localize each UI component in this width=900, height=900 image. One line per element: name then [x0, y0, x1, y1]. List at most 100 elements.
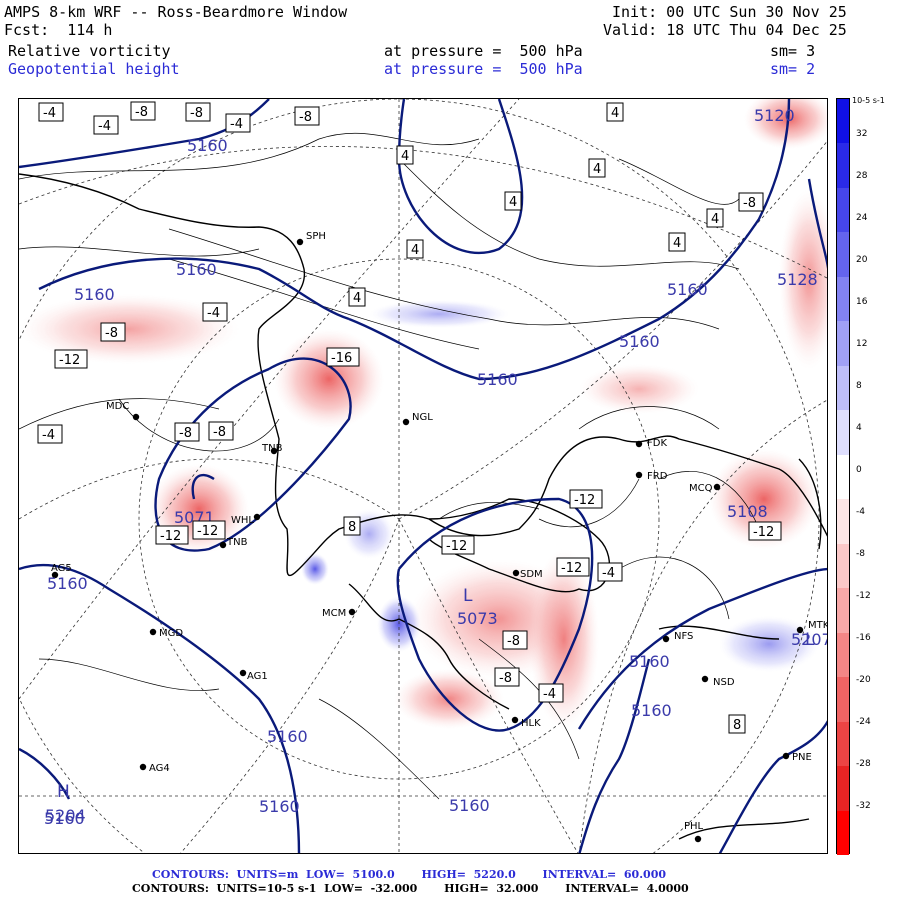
station-dot: [635, 440, 643, 448]
vorticity-label: -4: [98, 119, 111, 134]
station-label: MGD: [159, 628, 183, 639]
height-label: 5160: [267, 727, 308, 746]
height-label: 5160: [619, 332, 660, 351]
vorticity-label: 4: [509, 195, 517, 210]
vorticity-label-box: [728, 714, 746, 734]
height-label: 5160: [187, 136, 228, 155]
colorbar-tick: 4: [856, 423, 862, 433]
pressure-center-marker: L: [805, 630, 815, 650]
station-dot: [253, 513, 261, 521]
station-dot: [635, 471, 643, 479]
colorbar-tick: 24: [856, 213, 868, 223]
map-title: AMPS 8-km WRF -- Ross-Beardmore Window: [4, 3, 348, 21]
colorbar-segment: [837, 99, 849, 144]
vorticity-label: -4: [207, 306, 220, 321]
vorticity-label: -8: [499, 671, 512, 686]
height-label: 5160: [631, 701, 672, 720]
valid-time: Valid: 18 UTC Thu 04 Dec 25: [603, 21, 847, 39]
vorticity-label-box: [396, 145, 414, 165]
pressure-center-marker: L: [463, 586, 473, 606]
station-dot: [511, 716, 519, 724]
station-label: MDC: [106, 401, 129, 412]
vorticity-label: -16: [331, 351, 352, 366]
vorticity-label: -8: [190, 106, 203, 121]
station-label: NFS: [674, 631, 693, 642]
vorticity-label-box: [37, 424, 63, 444]
vorticity-label: -4: [43, 106, 56, 121]
vorticity-label-box: [202, 302, 228, 322]
station-dot: [51, 571, 59, 579]
vorticity-label-box: [668, 232, 686, 252]
vorticity-label: -8: [213, 425, 226, 440]
station-label: HLK: [521, 718, 541, 729]
height-label: 5160: [176, 260, 217, 279]
colorbar-tick: -4: [856, 507, 865, 517]
station-label: PNE: [792, 752, 812, 763]
height-label: 5160: [629, 652, 670, 671]
vorticity-label: 4: [411, 243, 419, 258]
colorbar-tick: -16: [856, 633, 871, 643]
colorbar-segment: [837, 499, 849, 544]
colorbar-tick: 0: [856, 465, 862, 475]
colorbar-tick: -28: [856, 759, 871, 769]
vorticity-label-box: [538, 683, 564, 703]
vorticity-label-box: [406, 239, 424, 259]
colorbar-segment: [837, 232, 849, 277]
vorticity-label-box: [225, 113, 251, 133]
colorbar-segment: [837, 276, 849, 322]
station-label: SPH: [306, 231, 326, 242]
height-label: 5204: [45, 806, 86, 825]
field2-pressure: at pressure = 500 hPa: [384, 60, 583, 78]
colorbar: [836, 98, 850, 855]
vorticity-label: 8: [733, 718, 741, 733]
colorbar-tick: -20: [856, 675, 871, 685]
footer-vorticity-contours: CONTOURS: UNITS=10-5 s-1 LOW= -32.000 HI…: [132, 882, 689, 895]
station-label: WHL: [231, 515, 254, 526]
colorbar-tick: -12: [856, 591, 871, 601]
vorticity-label: -8: [507, 634, 520, 649]
colorbar-tick: 12: [856, 339, 868, 349]
vorticity-label-box: [738, 192, 764, 212]
station-dot: [219, 541, 227, 549]
station-dot: [149, 628, 157, 636]
field1-name: Relative vorticity: [8, 42, 171, 60]
station-dot: [348, 608, 356, 616]
colorbar-tick: -24: [856, 717, 871, 727]
colorbar-segment: [837, 410, 849, 455]
station-dot: [701, 675, 709, 683]
height-label: 5128: [777, 270, 818, 289]
forecast-hour: Fcst: 114 h: [4, 21, 113, 39]
vorticity-label: -12: [59, 353, 80, 368]
field2-smooth: sm= 2: [770, 60, 816, 78]
vorticity-label-box: [606, 102, 624, 122]
vorticity-label-box: [504, 191, 522, 211]
vorticity-label-box: [38, 102, 64, 122]
colorbar-segment: [837, 588, 849, 633]
map-panel[interactable]: SPH MDC TNB WHL TNB AG5 MGD AG1 AG4 NGL FDK FRD MCQ S…: [18, 98, 828, 854]
colorbar-segment: [837, 143, 849, 188]
height-label: 5160: [259, 797, 300, 816]
vorticity-label-box: [100, 322, 126, 342]
station-dot: [694, 835, 702, 843]
vorticity-label-box: [597, 562, 623, 582]
vorticity-label: 4: [673, 236, 681, 251]
vorticity-label-box: [706, 208, 724, 228]
height-label: 5160: [477, 370, 518, 389]
vorticity-label: 4: [593, 162, 601, 177]
vorticity-label-box: [348, 287, 366, 307]
station-label: FRD: [647, 471, 668, 482]
vorticity-label: 8: [348, 520, 356, 535]
colorbar-tick: 16: [856, 297, 868, 307]
colorbar-units: 10-5 s-1: [852, 96, 885, 105]
vorticity-label: 4: [401, 149, 409, 164]
pressure-marker-group: L L H: [57, 586, 815, 802]
colorbar-tick: 32: [856, 129, 868, 139]
vorticity-label: -4: [543, 687, 556, 702]
vorticity-label-box: [588, 158, 606, 178]
height-label: 5073: [457, 609, 498, 628]
vorticity-label-box: [748, 521, 782, 541]
station-dot: [782, 752, 790, 760]
colorbar-segment: [837, 365, 849, 411]
station-label: AG1: [247, 671, 268, 682]
station-marker-group: SPH MDC TNB WHL TNB AG5 MGD AG1 AG4 NGL FDK FRD MCQ S…: [51, 231, 827, 843]
